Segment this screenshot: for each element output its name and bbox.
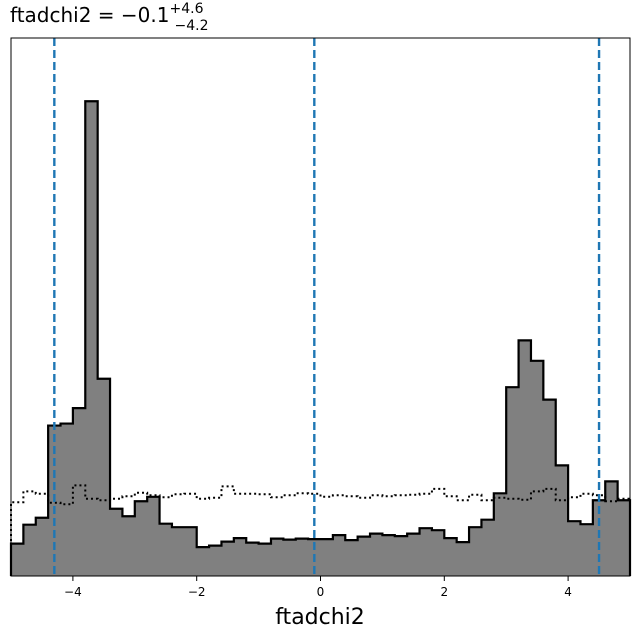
title-upper-error: +4.6 xyxy=(170,1,204,17)
histogram-bar xyxy=(283,539,297,576)
histogram-bar xyxy=(407,533,420,576)
title-lower-error: −4.2 xyxy=(175,18,209,34)
histogram-bar xyxy=(555,465,569,576)
histogram-bar xyxy=(345,540,359,576)
histogram-bar xyxy=(481,519,495,576)
histogram-bar xyxy=(444,538,458,576)
histogram-bar xyxy=(159,523,173,576)
histogram-bar xyxy=(147,496,160,576)
histogram-bar xyxy=(493,493,507,576)
histogram-bar xyxy=(357,536,371,576)
histogram-bar xyxy=(382,535,396,576)
x-tick-label: 4 xyxy=(564,585,572,599)
histogram-bar xyxy=(332,535,346,576)
plot-area: −4 −2 0 2 4 xyxy=(9,37,632,599)
title-median: −0.1 xyxy=(121,3,170,27)
histogram-bar xyxy=(246,542,259,576)
x-tick-label: −2 xyxy=(188,585,206,599)
histogram-bar xyxy=(295,538,309,576)
histogram-bar xyxy=(11,543,24,576)
histogram-bar xyxy=(233,538,247,576)
title-prefix: ftadchi2 = xyxy=(10,3,121,27)
histogram-bar xyxy=(270,538,284,576)
histogram-bar xyxy=(419,528,433,576)
histogram-bar xyxy=(431,530,445,576)
histogram-bar xyxy=(72,408,86,576)
histogram-bar xyxy=(568,521,581,576)
x-axis-label: ftadchi2 xyxy=(275,605,365,630)
histogram-bar xyxy=(580,524,594,576)
histogram-bar xyxy=(530,360,544,576)
histogram-bar xyxy=(134,501,148,576)
histogram-bar xyxy=(23,524,37,576)
histogram-bar xyxy=(543,399,557,576)
histogram-bar xyxy=(85,101,99,576)
histogram-bar xyxy=(394,536,408,576)
prior-histogram-line xyxy=(10,484,630,576)
histogram-bar xyxy=(171,527,185,576)
histogram-bar xyxy=(196,547,210,576)
x-tick-label: −4 xyxy=(64,585,82,599)
histogram-bar xyxy=(221,541,235,576)
histogram-bar xyxy=(469,527,482,576)
histogram-bar xyxy=(506,387,519,576)
histogram-bar xyxy=(35,517,49,576)
histogram-bar xyxy=(184,527,198,576)
x-tick-label: 0 xyxy=(317,585,325,599)
histogram-bar xyxy=(592,500,606,576)
posterior-histogram-outline xyxy=(9,100,632,576)
histogram-bar xyxy=(605,481,619,576)
histogram-bar xyxy=(97,378,111,576)
x-tick-label: 2 xyxy=(440,585,448,599)
histogram-bar xyxy=(122,516,136,576)
histogram-bar xyxy=(370,533,383,576)
histogram-bar xyxy=(209,545,222,576)
histogram-bar xyxy=(60,423,74,576)
histogram-bar xyxy=(518,340,532,576)
histogram-bar xyxy=(617,500,631,576)
histogram-bar xyxy=(456,542,470,576)
histogram-bar xyxy=(258,543,272,576)
histogram-bar xyxy=(110,508,123,576)
histogram-bar xyxy=(320,539,334,576)
chart-title: ftadchi2 = −0.1+4.6 −4.2 xyxy=(10,1,209,34)
